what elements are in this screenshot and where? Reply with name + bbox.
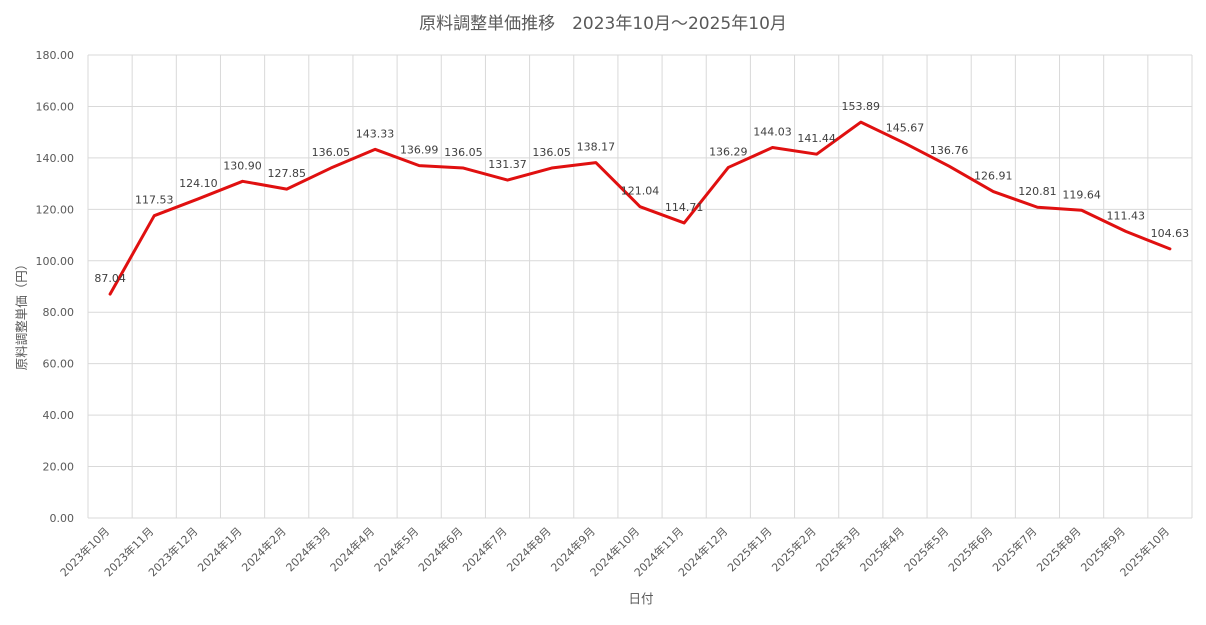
data-label: 130.90 <box>223 159 262 172</box>
data-label: 136.05 <box>532 146 571 159</box>
y-tick-label: 160.00 <box>36 100 75 113</box>
data-label: 121.04 <box>621 185 660 198</box>
y-tick-label: 60.00 <box>43 358 75 371</box>
x-tick-label: 2024年8月 <box>504 524 554 574</box>
x-tick-label: 2025年4月 <box>857 524 907 574</box>
data-label: 124.10 <box>179 177 218 190</box>
x-tick-label: 2024年2月 <box>239 524 289 574</box>
y-tick-label: 180.00 <box>36 49 75 62</box>
data-label: 119.64 <box>1062 188 1101 201</box>
x-tick-label: 2024年5月 <box>371 524 421 574</box>
y-tick-label: 80.00 <box>43 306 75 319</box>
x-tick-label: 2025年5月 <box>901 524 951 574</box>
x-tick-label: 2024年4月 <box>327 524 377 574</box>
data-label: 136.29 <box>709 145 748 158</box>
y-tick-label: 40.00 <box>43 409 75 422</box>
data-label: 136.99 <box>400 144 439 157</box>
data-labels: 87.04 117.53 124.10 130.90 127.85 136.05 143.3… <box>94 100 1189 285</box>
y-axis-title: 原料調整単価（円） <box>14 258 29 371</box>
data-label: 126.91 <box>974 170 1013 183</box>
x-tick-label: 2025年8月 <box>1034 524 1084 574</box>
y-tick-label: 20.00 <box>43 461 75 474</box>
y-axis-ticks: 0.00 20.00 40.00 60.00 80.00 100.00 120.00 140.… <box>36 49 75 525</box>
y-tick-label: 100.00 <box>36 255 75 268</box>
grid <box>87 54 1193 519</box>
data-label: 136.05 <box>312 146 351 159</box>
x-tick-label: 2025年3月 <box>813 524 863 574</box>
data-label: 104.63 <box>1151 227 1190 240</box>
x-tick-label: 2025年1月 <box>724 524 774 574</box>
y-tick-label: 0.00 <box>50 512 75 525</box>
data-label: 127.85 <box>267 167 306 180</box>
data-label: 138.17 <box>577 141 616 154</box>
data-label: 136.76 <box>930 144 969 157</box>
y-tick-label: 140.00 <box>36 152 75 165</box>
series-line <box>108 120 1172 296</box>
y-tick-label: 120.00 <box>36 203 75 216</box>
data-label: 114.71 <box>665 201 704 214</box>
data-label: 120.81 <box>1018 185 1057 198</box>
x-tick-label: 2024年1月 <box>194 524 244 574</box>
data-label: 136.05 <box>444 146 483 159</box>
data-label: 145.67 <box>886 121 925 134</box>
data-label: 143.33 <box>356 127 395 140</box>
data-label: 111.43 <box>1107 209 1146 222</box>
data-label: 144.03 <box>753 126 792 139</box>
x-tick-label: 2025年2月 <box>769 524 819 574</box>
data-label: 117.53 <box>135 194 174 207</box>
x-tick-label: 2024年6月 <box>415 524 465 574</box>
data-label: 153.89 <box>842 100 881 113</box>
x-tick-label: 2025年6月 <box>945 524 995 574</box>
x-tick-label: 2024年7月 <box>459 524 509 574</box>
x-axis-title: 日付 <box>628 591 653 606</box>
x-axis-ticks: 2023年10月2023年11月2023年12月2024年1月2024年2月20… <box>57 524 1172 579</box>
x-tick-label: 2025年7月 <box>989 524 1039 574</box>
data-label: 131.37 <box>488 158 527 171</box>
series-layer <box>108 120 1172 296</box>
chart-title: 原料調整単価推移 2023年10月～2025年10月 <box>419 14 787 34</box>
x-tick-label: 2024年3月 <box>283 524 333 574</box>
data-label: 87.04 <box>94 272 126 285</box>
data-label: 141.44 <box>797 132 836 145</box>
